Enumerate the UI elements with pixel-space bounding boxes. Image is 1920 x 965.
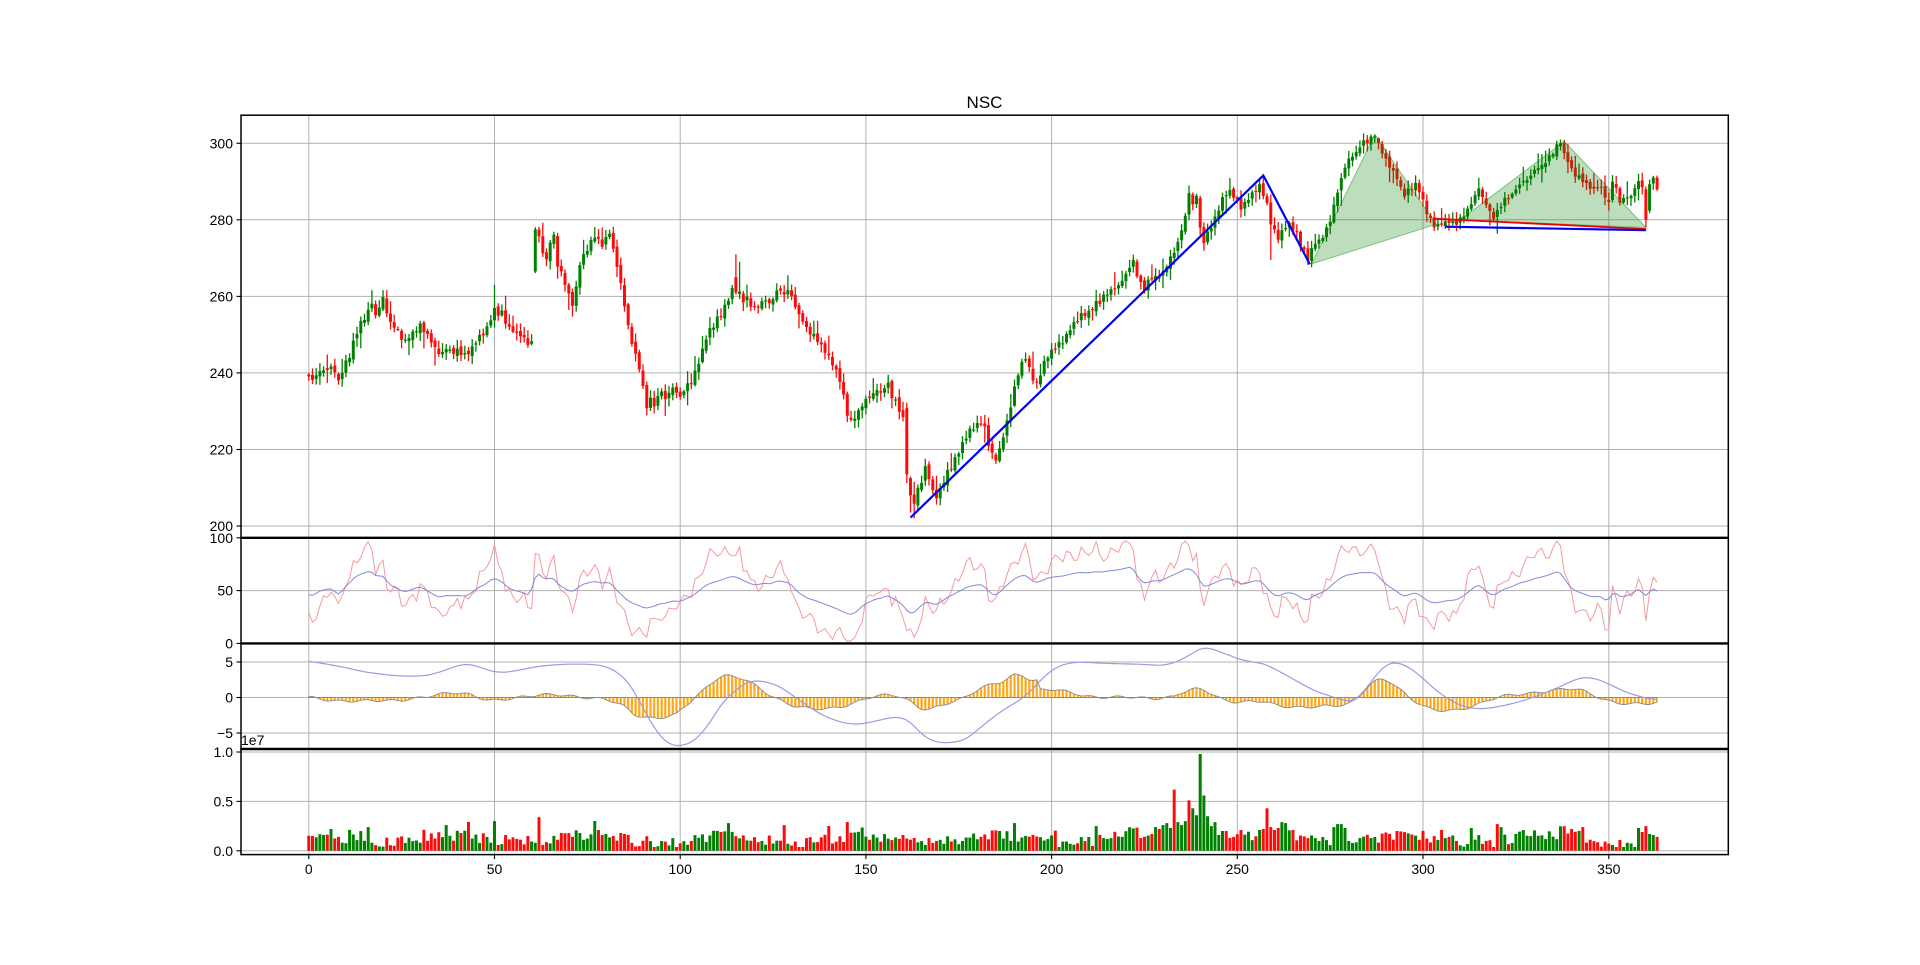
svg-text:0: 0	[225, 690, 233, 706]
svg-text:220: 220	[210, 442, 234, 458]
svg-text:100: 100	[210, 530, 234, 546]
svg-text:200: 200	[210, 518, 234, 534]
svg-text:0: 0	[305, 861, 313, 877]
svg-text:0: 0	[225, 635, 233, 651]
svg-text:1.0: 1.0	[214, 744, 234, 760]
svg-text:−5: −5	[217, 725, 233, 741]
svg-text:280: 280	[210, 212, 234, 228]
svg-text:NSC: NSC	[967, 93, 1003, 112]
svg-text:300: 300	[210, 135, 234, 151]
svg-text:50: 50	[487, 861, 503, 877]
svg-text:0.0: 0.0	[214, 843, 234, 859]
svg-text:50: 50	[217, 583, 233, 599]
svg-text:240: 240	[210, 365, 234, 381]
svg-text:200: 200	[1040, 861, 1064, 877]
svg-text:300: 300	[1411, 861, 1435, 877]
svg-text:250: 250	[1226, 861, 1250, 877]
svg-text:5: 5	[225, 654, 233, 670]
svg-text:350: 350	[1597, 861, 1621, 877]
svg-text:1e7: 1e7	[241, 732, 265, 748]
svg-text:150: 150	[854, 861, 878, 877]
svg-text:260: 260	[210, 288, 234, 304]
svg-text:100: 100	[669, 861, 693, 877]
svg-text:0.5: 0.5	[214, 793, 234, 809]
